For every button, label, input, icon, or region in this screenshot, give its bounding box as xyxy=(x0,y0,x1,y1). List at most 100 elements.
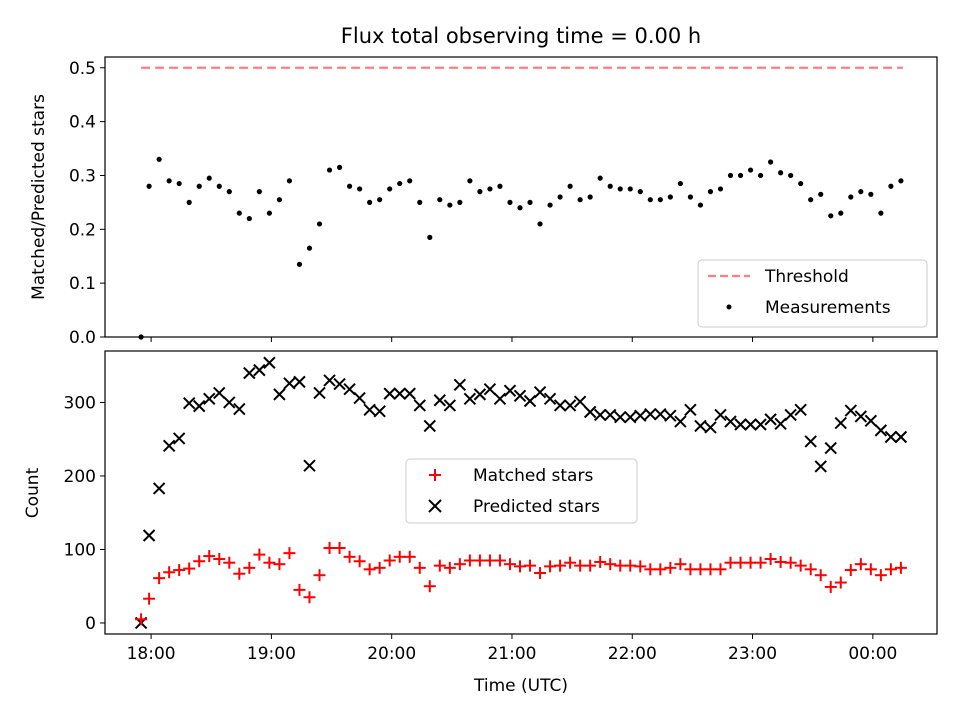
measurement-point xyxy=(256,189,262,195)
measurement-point xyxy=(417,199,423,205)
count-panel-frame xyxy=(104,350,938,635)
matched-star-point xyxy=(804,563,817,576)
predicted-star-stroke xyxy=(704,421,717,434)
measurement-point xyxy=(657,197,663,203)
matched-star-point xyxy=(343,550,356,563)
measurement-point xyxy=(878,210,884,216)
matched-star-point xyxy=(814,569,827,582)
measurement-point xyxy=(597,175,603,181)
x-tick-label: 23:00 xyxy=(728,644,777,664)
measurement-point xyxy=(838,210,844,216)
matched-star-point xyxy=(704,563,717,576)
measurement-point xyxy=(196,183,202,189)
measurements-legend-swatch xyxy=(726,304,732,310)
matched-star-point xyxy=(594,555,607,568)
matched-star-point xyxy=(443,561,456,574)
predicted-star-stroke xyxy=(553,399,567,412)
measurement-point xyxy=(146,183,152,189)
matched-star-point xyxy=(824,580,837,593)
predicted-star-point xyxy=(654,408,667,421)
matched-star-point xyxy=(393,550,406,563)
matched-star-point xyxy=(403,550,416,563)
predicted-star-point xyxy=(393,387,406,400)
predicted-star-stroke xyxy=(724,415,737,428)
matched-star-point xyxy=(544,560,557,573)
predicted-star-point xyxy=(273,388,286,401)
matched-star-point xyxy=(433,559,446,572)
predicted-star-stroke xyxy=(473,388,487,401)
predicted-star-stroke xyxy=(423,419,436,433)
measurement-point xyxy=(176,180,182,187)
predicted-star-point xyxy=(734,418,747,431)
measurement-point xyxy=(667,194,673,200)
x-tick-label: 20:00 xyxy=(367,644,416,664)
measurement-point xyxy=(497,183,503,189)
predicted-star-stroke xyxy=(583,405,597,419)
count-legend: Matched stars Predicted stars xyxy=(405,458,638,524)
predicted-star-stroke xyxy=(393,387,406,400)
measurement-point xyxy=(527,199,533,205)
matched-star-point xyxy=(884,563,897,576)
predicted-star-point xyxy=(884,430,898,444)
measurement-point xyxy=(868,191,874,197)
threshold-legend-label: Threshold xyxy=(764,267,849,287)
predicted-star-point xyxy=(794,403,807,417)
predicted-star-point xyxy=(874,424,888,437)
predicted-star-point xyxy=(233,402,246,416)
predicted-star-point xyxy=(834,416,847,430)
matched-star-point xyxy=(864,563,877,576)
predicted-star-stroke xyxy=(764,413,777,426)
predicted-star-point xyxy=(664,409,677,422)
predicted-star-point xyxy=(674,415,687,428)
predicted-star-stroke xyxy=(233,402,246,416)
measurement-point xyxy=(316,221,323,227)
measurement-point xyxy=(477,189,483,195)
matched-star-point xyxy=(183,562,196,575)
measurement-point xyxy=(577,197,583,203)
matched-star-point xyxy=(894,561,907,574)
predicted-star-point xyxy=(754,418,767,431)
ratio-ytick-label: 0.1 xyxy=(69,274,96,294)
ratio-panel-ylabel: Matched/Predicted stars xyxy=(29,94,49,300)
predicted-star-point xyxy=(333,377,346,391)
matched-star-point xyxy=(173,564,186,577)
matched-star-point xyxy=(463,554,476,567)
predicted-star-point xyxy=(744,418,757,431)
predicted-star-stroke xyxy=(523,394,537,408)
predicted-star-point xyxy=(203,392,216,405)
predicted-star-point xyxy=(593,408,607,422)
matched-star-point xyxy=(243,561,256,574)
predicted-star-point xyxy=(433,394,447,407)
predicted-star-point xyxy=(563,399,577,412)
predicted-star-stroke xyxy=(273,388,286,401)
matched-star-point xyxy=(694,563,707,576)
matched-star-point xyxy=(774,555,787,568)
matched-star-point xyxy=(654,563,667,576)
measurement-point xyxy=(747,167,754,173)
matched-star-point xyxy=(353,555,366,568)
predicted-star-stroke xyxy=(323,374,336,387)
predicted-star-stroke xyxy=(794,403,807,417)
predicted-star-stroke xyxy=(674,415,687,428)
predicted-star-stroke xyxy=(433,394,447,407)
predicted-star-stroke xyxy=(443,399,457,412)
predicted-star-point xyxy=(764,413,777,426)
predicted-star-point xyxy=(784,408,797,422)
matched-star-point xyxy=(153,572,166,585)
predicted-star-point xyxy=(854,410,868,423)
predicted-star-stroke xyxy=(644,408,657,421)
measurement-point xyxy=(707,189,714,195)
predicted-star-point xyxy=(243,366,256,380)
predicted-star-stroke xyxy=(814,460,827,473)
predicted-star-point xyxy=(193,399,206,413)
x-tick-label: 22:00 xyxy=(608,644,657,664)
matched-star-point xyxy=(373,561,386,574)
predicted-star-point xyxy=(553,399,567,412)
measurement-point xyxy=(306,245,313,251)
predicted-star-stroke xyxy=(874,424,888,437)
predicted-star-stroke xyxy=(604,408,617,422)
predicted-star-stroke xyxy=(263,356,276,369)
predicted-star-point xyxy=(774,417,787,430)
matched-star-point xyxy=(784,556,797,569)
